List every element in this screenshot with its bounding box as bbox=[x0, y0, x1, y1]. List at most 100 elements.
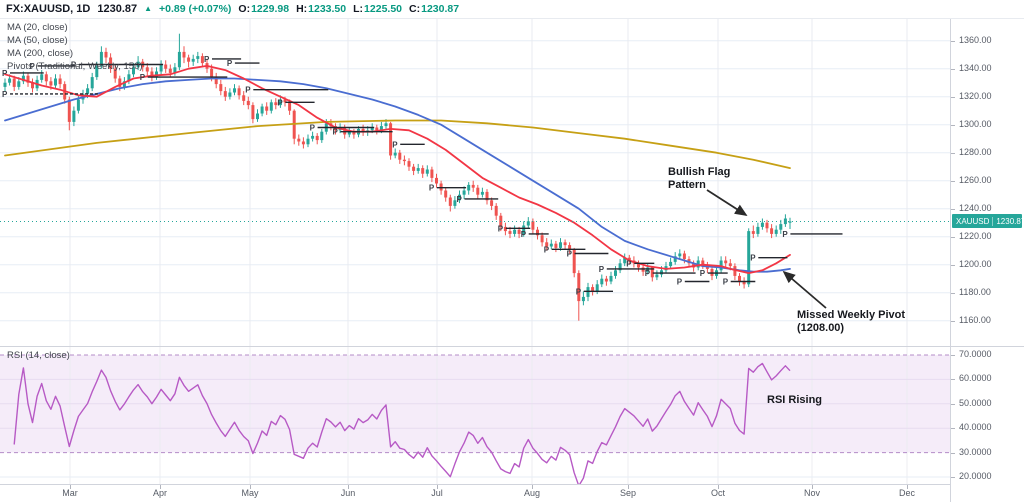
candle-body bbox=[40, 74, 44, 80]
candle-body bbox=[379, 126, 383, 131]
symbol-title: FX:XAUUSD, 1D bbox=[6, 3, 91, 15]
candle-body bbox=[113, 68, 117, 79]
time-axis[interactable]: Mar Apr May Jun Jul Aug Sep Oct Nov Dec bbox=[0, 484, 950, 503]
price-tick-label: 1340.00 bbox=[951, 63, 992, 73]
month-tick bbox=[250, 485, 251, 489]
candle-body bbox=[669, 261, 673, 267]
candle-body bbox=[517, 229, 521, 234]
candle-body bbox=[17, 81, 21, 87]
annotation-missed-pivot: Missed Weekly Pivot (1208.00) bbox=[797, 309, 906, 334]
month-tick bbox=[348, 485, 349, 489]
price-tick-label: 1180.00 bbox=[951, 287, 991, 297]
candle-body bbox=[421, 168, 425, 174]
candle-body bbox=[122, 81, 126, 87]
candle-body bbox=[485, 191, 489, 201]
pivot-p-label: P bbox=[677, 278, 683, 287]
candle-body bbox=[155, 71, 158, 78]
rsi-chart-canvas[interactable] bbox=[0, 347, 950, 484]
pivot-p-label: P bbox=[140, 73, 146, 82]
pivot-p-label: P bbox=[310, 124, 316, 133]
candle-body bbox=[283, 99, 287, 103]
candle-body bbox=[3, 82, 7, 87]
candle-body bbox=[453, 200, 457, 206]
pivot-p-label: P bbox=[576, 287, 582, 296]
candle-body bbox=[549, 243, 553, 247]
ohlc-high: H: 1233.50 bbox=[296, 3, 347, 15]
pivot-p-label: P bbox=[750, 254, 756, 263]
rsi-legend: RSI (14, close) bbox=[7, 350, 70, 361]
candle-body bbox=[177, 51, 181, 68]
candle-body bbox=[118, 78, 122, 87]
candle-body bbox=[306, 138, 310, 145]
candle-body bbox=[416, 168, 420, 171]
price-chart-canvas[interactable]: P P P P P P P P P P P P P P P P P P P P P P P P P P P bbox=[0, 18, 950, 346]
candle-body bbox=[783, 218, 787, 225]
candle-body bbox=[480, 191, 484, 195]
candle-body bbox=[288, 102, 292, 111]
candle-body bbox=[104, 51, 108, 58]
candle-body bbox=[503, 226, 507, 232]
candle-body bbox=[191, 58, 195, 62]
candle-body bbox=[738, 275, 741, 282]
candle-body bbox=[301, 141, 305, 145]
pivot-p-label: P bbox=[626, 259, 632, 268]
price-axis[interactable]: 1360.00 1340.00 1320.00 1300.00 1280.00 1260.… bbox=[950, 18, 1024, 502]
candle-body bbox=[412, 166, 416, 171]
candle-body bbox=[604, 278, 608, 282]
pivot-p-label: P bbox=[2, 69, 8, 78]
pivot-p-label: P bbox=[245, 86, 251, 95]
legend-ma200: MA (200, close) bbox=[7, 48, 73, 59]
candle-body bbox=[164, 64, 168, 69]
candle-body bbox=[159, 64, 163, 72]
candle-body bbox=[67, 99, 71, 122]
annotation-bullish-flag: Bullish Flag Pattern bbox=[668, 166, 731, 191]
month-label: Oct bbox=[710, 488, 725, 498]
candle-body bbox=[627, 257, 631, 261]
rsi-tick-label: 40.0000 bbox=[951, 422, 992, 432]
price-tick-label: 1360.00 bbox=[951, 35, 992, 45]
price-tick-label: 1280.00 bbox=[951, 147, 992, 157]
month-label: Jul bbox=[431, 488, 443, 498]
pivot-p-label: P bbox=[521, 230, 527, 239]
candle-body bbox=[701, 260, 705, 265]
candle-body bbox=[660, 270, 663, 275]
candle-body bbox=[650, 267, 654, 278]
last-price: 1230.87 bbox=[97, 3, 138, 15]
candle-body bbox=[760, 222, 764, 227]
candle-body bbox=[554, 243, 558, 248]
candle-body bbox=[591, 287, 595, 292]
candle-body bbox=[145, 67, 149, 72]
candle-body bbox=[673, 256, 677, 262]
candle-body bbox=[430, 169, 434, 178]
candle-body bbox=[173, 67, 177, 73]
rsi-line bbox=[13, 362, 791, 484]
candle-body bbox=[490, 200, 494, 206]
pivot-p-label: P bbox=[723, 278, 729, 287]
candle-body bbox=[581, 296, 585, 302]
candle-body bbox=[256, 113, 259, 120]
price-tick-label: 1320.00 bbox=[951, 91, 992, 101]
pivot-p-label: P bbox=[700, 269, 706, 278]
candle-body bbox=[223, 91, 227, 97]
pivot-p-label: P bbox=[645, 269, 651, 278]
candle-body bbox=[586, 287, 590, 297]
candle-body bbox=[733, 266, 737, 276]
candle-body bbox=[187, 57, 191, 62]
candle-body bbox=[132, 67, 135, 75]
candle-body bbox=[311, 135, 315, 139]
candle-body bbox=[770, 228, 774, 234]
candle-body bbox=[375, 127, 379, 131]
legend-ma20: MA (20, close) bbox=[7, 22, 68, 33]
month-label: Nov bbox=[803, 488, 820, 498]
month-tick bbox=[628, 485, 629, 489]
candle-body bbox=[572, 249, 576, 274]
candle-body bbox=[278, 99, 282, 106]
month-tick bbox=[160, 485, 161, 489]
candle-body bbox=[774, 229, 778, 234]
candle-body bbox=[95, 65, 99, 78]
candle-body bbox=[407, 161, 411, 167]
candle-body bbox=[577, 273, 581, 302]
candle-body bbox=[210, 68, 214, 78]
pane-divider bbox=[0, 346, 1024, 347]
